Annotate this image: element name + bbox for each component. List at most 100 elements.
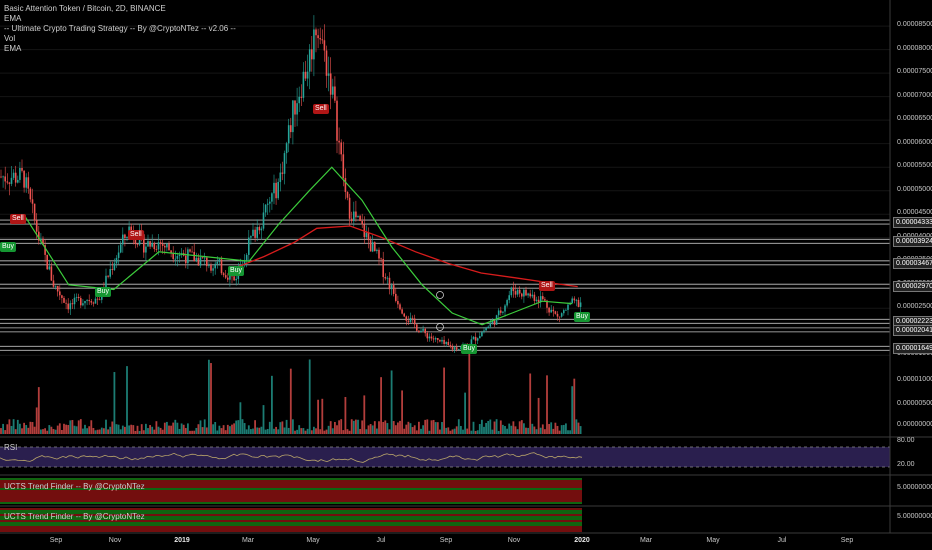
volume-bar — [523, 423, 525, 434]
candle-body — [159, 242, 162, 245]
candle-body — [361, 220, 363, 225]
candle-body — [302, 71, 305, 98]
volume-bar — [231, 424, 233, 434]
volume-bar — [170, 425, 172, 434]
price-tick: 0.00005500 — [897, 162, 932, 170]
volume-bar — [445, 427, 448, 434]
volume-bar — [178, 428, 181, 434]
candle-body — [111, 269, 114, 270]
time-tick: May — [306, 537, 320, 544]
signal-buy: Buy — [95, 287, 112, 297]
volume-bar — [79, 419, 82, 434]
candle-body — [29, 188, 32, 200]
candle-body — [523, 289, 525, 297]
candle-body — [271, 193, 273, 202]
price-tick: 0.00007000 — [897, 91, 932, 99]
candle-body — [409, 317, 412, 322]
volume-bar — [197, 424, 200, 434]
volume-bar — [229, 426, 231, 434]
volume-bar — [474, 430, 477, 434]
volume-bar — [415, 430, 418, 434]
candle-body — [161, 244, 164, 246]
candle-body — [269, 201, 271, 204]
candle-body — [290, 125, 292, 133]
volume-bar — [241, 419, 244, 434]
time-tick: Mar — [241, 537, 255, 544]
candle-body — [86, 300, 88, 301]
time-tick: Nov — [507, 537, 521, 544]
volume-bar — [292, 419, 294, 434]
candle-body — [212, 268, 214, 271]
volume-bar — [434, 422, 437, 434]
volume-bar — [357, 419, 359, 434]
volume-bar — [220, 428, 223, 434]
chart-legend: Basic Attention Token / Bitcoin, 2D, BIN… — [4, 4, 236, 54]
price-tick: 0.00004000 — [897, 233, 932, 240]
candle-body — [382, 259, 384, 278]
candle-body — [277, 181, 279, 199]
candle-body — [178, 254, 181, 257]
volume-bar — [174, 419, 177, 434]
volume-bar — [468, 350, 471, 434]
candle-body — [50, 266, 53, 281]
volume-bar — [155, 421, 158, 434]
price-tick: 0.00008000 — [897, 44, 932, 52]
volume-bar — [10, 425, 13, 434]
time-tick: 2020 — [574, 537, 590, 544]
candle-body — [577, 299, 580, 307]
volume-bar — [212, 424, 214, 434]
volume-bar — [25, 425, 28, 434]
signal-sell: Sell — [313, 104, 329, 114]
volume-bar — [539, 427, 542, 434]
volume-bar — [82, 428, 84, 434]
candle-body — [451, 346, 454, 350]
volume-bar — [279, 422, 282, 434]
volume-bar — [134, 430, 137, 434]
price-tick: 0.00006000 — [897, 138, 932, 146]
candle-body — [323, 40, 326, 51]
candle-body — [166, 243, 168, 248]
volume-bar — [266, 428, 269, 434]
volume-bar — [117, 424, 120, 434]
volume-bar — [277, 429, 280, 434]
volume-bar — [94, 430, 97, 434]
volume-bar — [346, 429, 349, 434]
candle-body — [443, 339, 445, 344]
volume-bar — [336, 425, 338, 434]
volume-bar — [489, 419, 492, 434]
candle-body — [258, 226, 261, 231]
candle-body — [4, 176, 6, 182]
volume-bar — [548, 423, 550, 434]
volume-bar — [226, 424, 229, 434]
candle-body — [233, 276, 235, 281]
candle-body — [6, 181, 9, 183]
candle-body — [472, 336, 475, 340]
volume-bar — [35, 407, 38, 434]
candle-body — [518, 289, 521, 294]
candle-body — [98, 299, 101, 301]
volume-bar — [294, 430, 296, 434]
volume-bar — [189, 430, 191, 434]
candle-body — [579, 302, 582, 307]
volume-bar — [464, 392, 466, 434]
legend-title: Basic Attention Token / Bitcoin, 2D, BIN… — [4, 4, 166, 13]
candle-body — [455, 347, 458, 350]
volume-bar — [453, 428, 456, 434]
candle-body — [40, 238, 42, 241]
candle-body — [157, 242, 160, 250]
volume-bar — [331, 428, 334, 434]
volume-bar — [237, 420, 240, 434]
volume-bar — [367, 425, 370, 434]
volume-bar — [550, 422, 553, 434]
volume-bar — [411, 427, 414, 434]
volume-bar — [107, 429, 109, 434]
volume-bar — [386, 423, 389, 434]
circle-markers — [436, 291, 444, 331]
volume-bar — [376, 428, 378, 434]
volume-bar — [529, 373, 532, 434]
candle-body — [294, 100, 296, 115]
time-tick: Sep — [840, 537, 854, 544]
candles — [0, 15, 582, 353]
candle-body — [250, 236, 252, 238]
